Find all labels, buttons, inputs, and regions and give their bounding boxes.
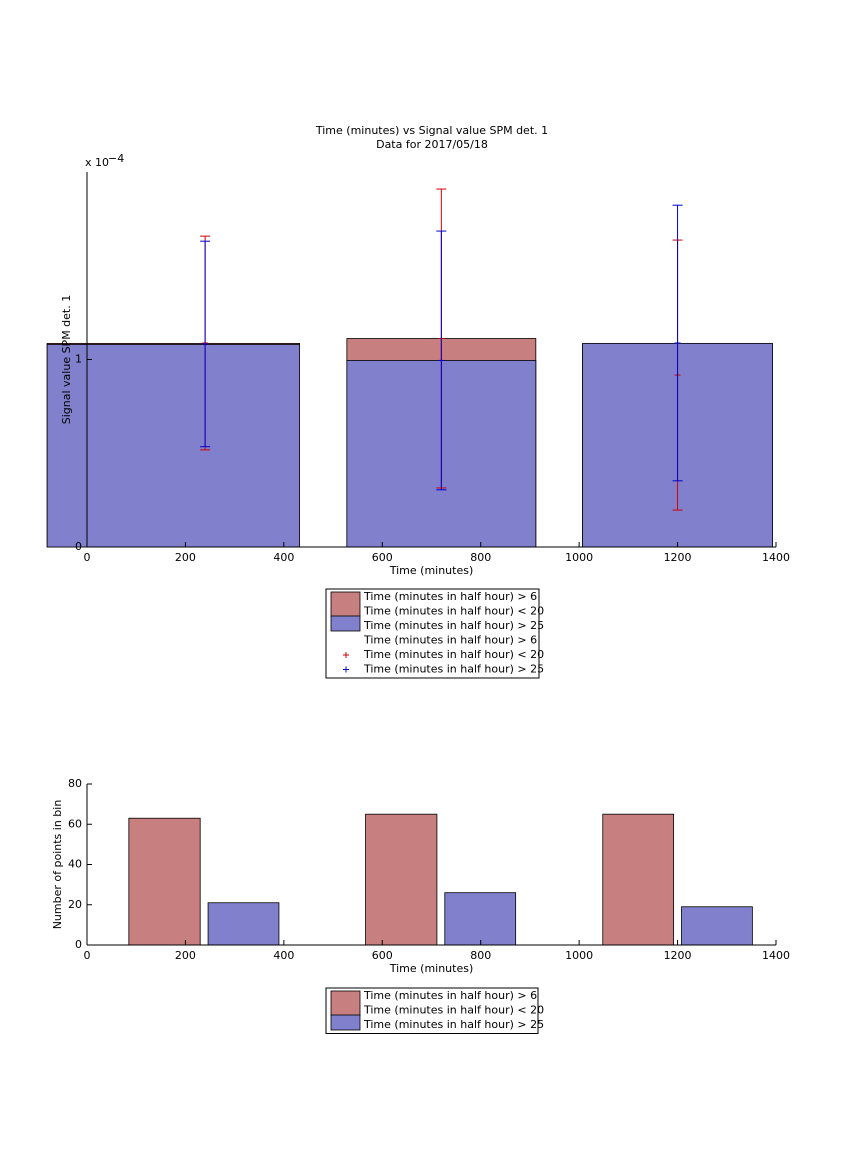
y-axis-label: Signal value SPM det. 1: [60, 295, 73, 425]
x-axis-label: Time (minutes): [389, 564, 474, 577]
x-tick-label: 1400: [762, 551, 790, 564]
legend-label: Time (minutes in half hour) > 6: [363, 590, 537, 603]
bar: [207, 902, 280, 946]
error-bar: [672, 204, 683, 482]
x-tick-label: 200: [175, 949, 196, 962]
chart-title: Data for 2017/05/18: [376, 138, 488, 151]
error-bar: [436, 230, 447, 491]
legend-label: Time (minutes in half hour) > 25: [363, 619, 544, 632]
y-tick-label: 20: [68, 898, 82, 911]
legend-swatch: [330, 591, 361, 617]
y-tick-label: 0: [75, 938, 82, 951]
legend-label: Time (minutes in half hour) > 25: [363, 663, 544, 676]
bar: [681, 906, 753, 946]
x-tick-label: 800: [470, 949, 491, 962]
legend-marker: [343, 666, 349, 673]
legend-label: Time (minutes in half hour) > 25: [363, 1018, 544, 1031]
x-tick-label: 0: [84, 949, 91, 962]
legend-label: Time (minutes in half hour) < 20: [363, 605, 544, 618]
y-tick-label: 0: [75, 540, 82, 553]
axis-exponent: −4: [108, 152, 124, 165]
legend-label: Time (minutes in half hour) < 20: [363, 1004, 544, 1017]
bar: [365, 813, 438, 946]
y-axis-label: Number of points in bin: [51, 800, 64, 930]
x-tick-label: 400: [273, 551, 294, 564]
x-tick-label: 1000: [565, 551, 593, 564]
legend-box: [325, 987, 539, 1034]
axis-multiplier: x 10: [85, 156, 109, 169]
legend-label: Time (minutes in half hour) > 6: [363, 634, 537, 647]
x-tick-label: 1200: [664, 551, 692, 564]
legend-box: [325, 588, 540, 679]
legend-marker: [343, 652, 349, 658]
legend-label: Time (minutes in half hour) < 20: [363, 648, 544, 661]
x-tick-label: 1400: [762, 949, 790, 962]
x-tick-label: 1000: [565, 949, 593, 962]
legend-swatch: [330, 1014, 361, 1031]
chart-title: Time (minutes) vs Signal value SPM det. …: [315, 124, 548, 137]
x-tick-label: 1200: [664, 949, 692, 962]
legend-label: Time (minutes in half hour) > 6: [363, 989, 537, 1002]
x-tick-label: 800: [470, 551, 491, 564]
y-tick-label: 80: [68, 777, 82, 790]
y-tick-label: 1: [75, 353, 82, 366]
x-tick-label: 0: [84, 551, 91, 564]
bar: [128, 817, 201, 946]
legend-swatch: [330, 990, 361, 1016]
y-tick-label: 60: [68, 817, 82, 830]
error-bar: [200, 240, 211, 448]
y-tick-label: 40: [68, 858, 82, 871]
x-tick-label: 400: [273, 949, 294, 962]
bar: [46, 344, 301, 548]
legend-swatch: [330, 615, 361, 632]
x-tick-label: 600: [372, 949, 393, 962]
x-tick-label: 200: [175, 551, 196, 564]
bar: [444, 892, 517, 946]
bar: [602, 813, 675, 946]
x-tick-label: 600: [372, 551, 393, 564]
x-axis-label: Time (minutes): [389, 962, 474, 975]
